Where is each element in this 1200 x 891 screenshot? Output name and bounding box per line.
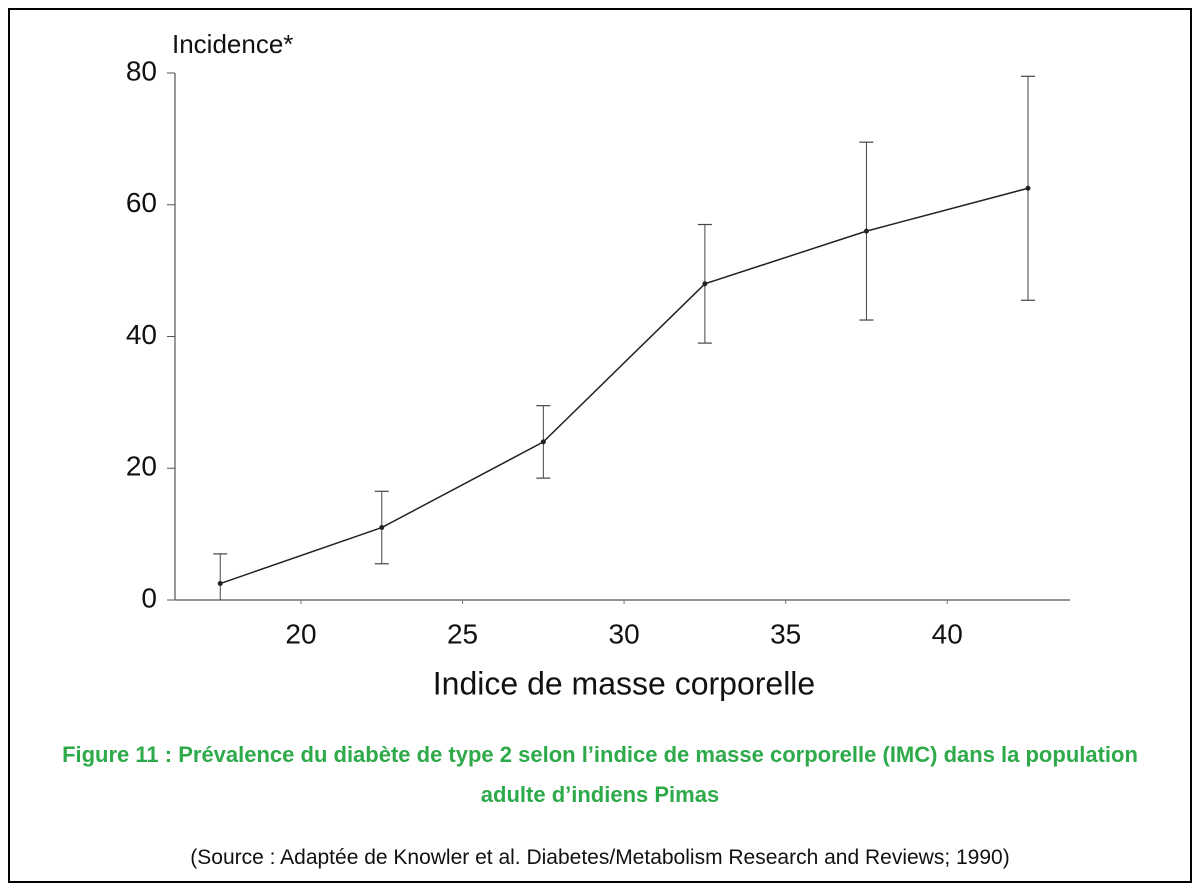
y-tick-label: 40 <box>126 319 157 350</box>
x-tick-label: 25 <box>447 618 478 649</box>
y-axis-label: Incidence* <box>172 29 293 59</box>
caption: Figure 11 : Prévalence du diabète de typ… <box>62 742 1138 807</box>
point <box>863 228 869 234</box>
point <box>540 439 546 445</box>
point <box>379 525 385 531</box>
point <box>1025 185 1031 191</box>
point <box>217 581 223 587</box>
x-axis-label: Indice de masse corporelle <box>433 665 815 701</box>
chart: Incidence* Indice de masse corporelle 0 2… <box>126 29 1070 701</box>
line <box>219 187 1029 585</box>
frame <box>8 8 1192 883</box>
y-tick-label: 80 <box>126 55 157 86</box>
y-tick-label: 0 <box>141 582 157 613</box>
x-tick-label: 30 <box>609 618 640 649</box>
point <box>702 281 708 287</box>
y-tick-label: 60 <box>126 187 157 218</box>
x-tick-label: 20 <box>285 618 316 649</box>
plot-area <box>213 75 1035 600</box>
y-tick-label: 20 <box>126 451 157 482</box>
x-tick-label: 40 <box>932 618 963 649</box>
x-tick-label: 35 <box>770 618 801 649</box>
source: (Source : Adaptée de Knowler et al. Diab… <box>190 846 1010 869</box>
